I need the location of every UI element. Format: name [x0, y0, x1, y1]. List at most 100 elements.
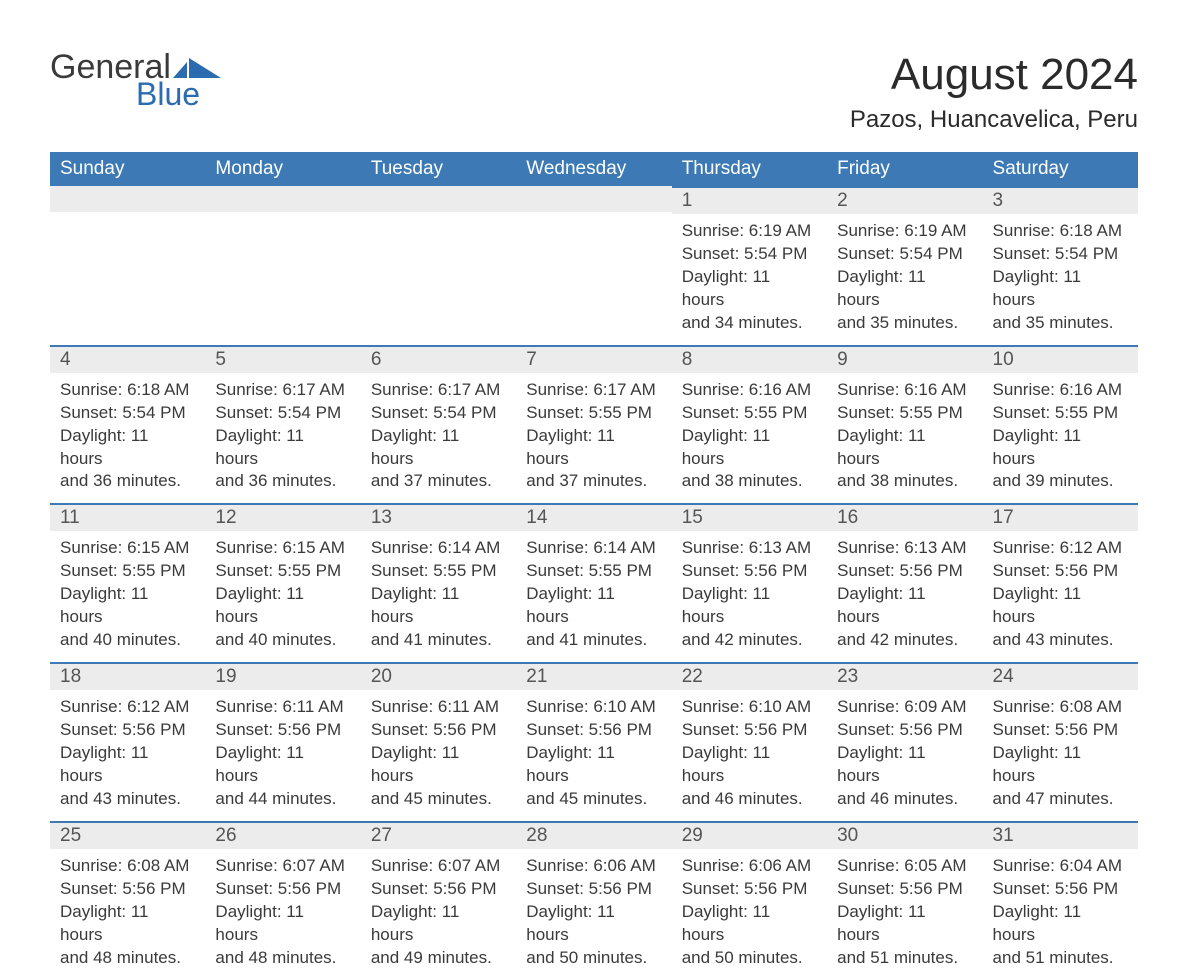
day-wrap: 1Sunrise: 6:19 AMSunset: 5:54 PMDaylight…	[672, 186, 827, 345]
day-wrap: 24Sunrise: 6:08 AMSunset: 5:56 PMDayligh…	[983, 662, 1138, 821]
day-line-d2: and 37 minutes.	[526, 470, 661, 493]
day-line-d1: Daylight: 11 hours	[993, 901, 1128, 947]
calendar-table: SundayMondayTuesdayWednesdayThursdayFrid…	[50, 152, 1138, 979]
day-wrap: 8Sunrise: 6:16 AMSunset: 5:55 PMDaylight…	[672, 345, 827, 504]
day-line-d1: Daylight: 11 hours	[215, 742, 350, 788]
day-line-sr: Sunrise: 6:09 AM	[837, 696, 972, 719]
day-line-ss: Sunset: 5:56 PM	[215, 878, 350, 901]
day-line-d2: and 34 minutes.	[682, 312, 817, 335]
day-line-ss: Sunset: 5:54 PM	[682, 243, 817, 266]
calendar-day: 9Sunrise: 6:16 AMSunset: 5:55 PMDaylight…	[827, 345, 982, 504]
day-line-d1: Daylight: 11 hours	[60, 901, 195, 947]
logo: General Blue	[50, 50, 221, 110]
day-wrap: 23Sunrise: 6:09 AMSunset: 5:56 PMDayligh…	[827, 662, 982, 821]
day-body: Sunrise: 6:10 AMSunset: 5:56 PMDaylight:…	[672, 690, 827, 821]
calendar-day: 6Sunrise: 6:17 AMSunset: 5:54 PMDaylight…	[361, 345, 516, 504]
day-line-d1: Daylight: 11 hours	[371, 583, 506, 629]
day-line-d2: and 35 minutes.	[837, 312, 972, 335]
day-line-sr: Sunrise: 6:08 AM	[60, 855, 195, 878]
day-line-d1: Daylight: 11 hours	[526, 583, 661, 629]
day-number: 17	[983, 505, 1138, 531]
day-line-sr: Sunrise: 6:05 AM	[837, 855, 972, 878]
day-body: Sunrise: 6:14 AMSunset: 5:55 PMDaylight:…	[361, 531, 516, 662]
day-line-sr: Sunrise: 6:06 AM	[526, 855, 661, 878]
calendar-day: 15Sunrise: 6:13 AMSunset: 5:56 PMDayligh…	[672, 503, 827, 662]
day-line-sr: Sunrise: 6:04 AM	[993, 855, 1128, 878]
day-line-d1: Daylight: 11 hours	[837, 901, 972, 947]
day-line-ss: Sunset: 5:56 PM	[837, 560, 972, 583]
day-line-ss: Sunset: 5:56 PM	[371, 878, 506, 901]
calendar-day-empty	[516, 186, 671, 345]
day-line-sr: Sunrise: 6:18 AM	[993, 220, 1128, 243]
day-wrap: 28Sunrise: 6:06 AMSunset: 5:56 PMDayligh…	[516, 821, 671, 979]
calendar-day-empty	[361, 186, 516, 345]
day-line-d2: and 38 minutes.	[682, 470, 817, 493]
calendar-week: 18Sunrise: 6:12 AMSunset: 5:56 PMDayligh…	[50, 662, 1138, 821]
calendar-day: 5Sunrise: 6:17 AMSunset: 5:54 PMDaylight…	[205, 345, 360, 504]
day-body: Sunrise: 6:06 AMSunset: 5:56 PMDaylight:…	[516, 849, 671, 979]
day-line-d1: Daylight: 11 hours	[682, 425, 817, 471]
day-line-sr: Sunrise: 6:12 AM	[60, 696, 195, 719]
day-line-d2: and 35 minutes.	[993, 312, 1128, 335]
day-line-d2: and 40 minutes.	[60, 629, 195, 652]
day-line-ss: Sunset: 5:55 PM	[526, 560, 661, 583]
day-wrap: 18 Sunrise: 6:12 AMSunset: 5:56 PMDayligh…	[50, 662, 205, 821]
calendar-day-empty	[50, 186, 205, 345]
calendar-day: 21Sunrise: 6:10 AMSunset: 5:56 PMDayligh…	[516, 662, 671, 821]
day-number: 22	[672, 664, 827, 690]
day-line-d2: and 42 minutes.	[837, 629, 972, 652]
day-line-sr: Sunrise: 6:17 AM	[526, 379, 661, 402]
day-line-d1: Daylight: 11 hours	[682, 901, 817, 947]
day-line-d2: and 45 minutes.	[526, 788, 661, 811]
calendar-day: 11Sunrise: 6:15 AMSunset: 5:55 PMDayligh…	[50, 503, 205, 662]
day-line-d2: and 51 minutes.	[993, 947, 1128, 970]
day-number: 20	[361, 664, 516, 690]
empty-day-bar	[361, 186, 516, 212]
logo-word2: Blue	[50, 78, 221, 110]
day-line-sr: Sunrise: 6:17 AM	[215, 379, 350, 402]
day-line-d2: and 43 minutes.	[993, 629, 1128, 652]
day-line-ss: Sunset: 5:56 PM	[993, 878, 1128, 901]
day-line-sr: Sunrise: 6:16 AM	[993, 379, 1128, 402]
calendar-day: 12Sunrise: 6:15 AMSunset: 5:55 PMDayligh…	[205, 503, 360, 662]
calendar-day: 14Sunrise: 6:14 AMSunset: 5:55 PMDayligh…	[516, 503, 671, 662]
day-wrap: 30Sunrise: 6:05 AMSunset: 5:56 PMDayligh…	[827, 821, 982, 979]
calendar-day: 27Sunrise: 6:07 AMSunset: 5:56 PMDayligh…	[361, 821, 516, 979]
day-wrap: 10Sunrise: 6:16 AMSunset: 5:55 PMDayligh…	[983, 345, 1138, 504]
day-body: Sunrise: 6:05 AMSunset: 5:56 PMDaylight:…	[827, 849, 982, 979]
day-line-ss: Sunset: 5:55 PM	[60, 560, 195, 583]
day-body: Sunrise: 6:18 AMSunset: 5:54 PMDaylight:…	[50, 373, 205, 504]
day-line-d1: Daylight: 11 hours	[837, 583, 972, 629]
calendar-day-empty	[205, 186, 360, 345]
day-line-sr: Sunrise: 6:10 AM	[526, 696, 661, 719]
day-wrap: 29Sunrise: 6:06 AMSunset: 5:56 PMDayligh…	[672, 821, 827, 979]
day-number: 21	[516, 664, 671, 690]
day-line-ss: Sunset: 5:55 PM	[371, 560, 506, 583]
day-line-ss: Sunset: 5:56 PM	[60, 878, 195, 901]
empty-day-bar	[205, 186, 360, 212]
day-line-sr: Sunrise: 6:06 AM	[682, 855, 817, 878]
day-wrap: 20Sunrise: 6:11 AMSunset: 5:56 PMDayligh…	[361, 662, 516, 821]
day-line-ss: Sunset: 5:56 PM	[60, 719, 195, 742]
day-line-sr: Sunrise: 6:19 AM	[682, 220, 817, 243]
day-number: 7	[516, 347, 671, 373]
day-line-d1: Daylight: 11 hours	[682, 742, 817, 788]
day-body: Sunrise: 6:13 AMSunset: 5:56 PMDaylight:…	[672, 531, 827, 662]
day-line-ss: Sunset: 5:56 PM	[526, 878, 661, 901]
day-line-d1: Daylight: 11 hours	[60, 742, 195, 788]
day-line-d2: and 45 minutes.	[371, 788, 506, 811]
day-number: 27	[361, 823, 516, 849]
day-body: Sunrise: 6:17 AMSunset: 5:54 PMDaylight:…	[361, 373, 516, 504]
calendar-week: 25Sunrise: 6:08 AMSunset: 5:56 PMDayligh…	[50, 821, 1138, 979]
day-line-sr: Sunrise: 6:16 AM	[682, 379, 817, 402]
day-number: 8	[672, 347, 827, 373]
day-line-sr: Sunrise: 6:11 AM	[371, 696, 506, 719]
calendar-day: 18 Sunrise: 6:12 AMSunset: 5:56 PMDayligh…	[50, 662, 205, 821]
day-number: 31	[983, 823, 1138, 849]
day-line-d1: Daylight: 11 hours	[993, 266, 1128, 312]
day-line-sr: Sunrise: 6:13 AM	[682, 537, 817, 560]
day-line-d2: and 48 minutes.	[215, 947, 350, 970]
day-number: 4	[50, 347, 205, 373]
day-number: 18	[50, 664, 205, 690]
day-body: Sunrise: 6:14 AMSunset: 5:55 PMDaylight:…	[516, 531, 671, 662]
